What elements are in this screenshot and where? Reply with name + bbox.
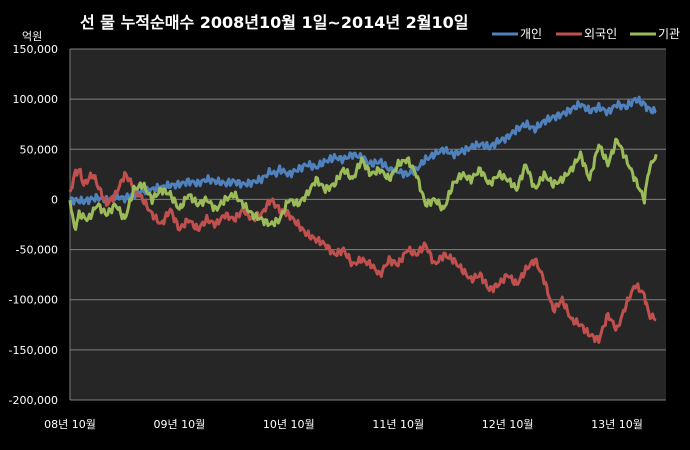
- series-lines: [68, 95, 658, 344]
- series-line-2: [68, 167, 657, 344]
- legend-label: 기관: [658, 27, 680, 41]
- y-tick-label: -100,000: [9, 294, 58, 307]
- y-tick-label: 150,000: [13, 43, 59, 56]
- legend-label: 개인: [520, 27, 542, 41]
- x-tick-label: 12년 10월: [482, 418, 534, 431]
- y-axis-unit: 억원: [22, 30, 42, 43]
- y-tick-label: -150,000: [9, 344, 58, 357]
- legend: 개인 외국인 기관: [492, 27, 680, 41]
- y-tick-label: 100,000: [13, 93, 59, 106]
- x-tick-label: 08년 10월: [44, 418, 96, 431]
- series-line-3: [68, 137, 658, 231]
- x-tick-label: 09년 10월: [154, 418, 206, 431]
- chart-title: 선 물 누적순매수 2008년10월 1일~2014년 2월10일: [80, 13, 468, 32]
- y-tick-label: 50,000: [20, 143, 59, 156]
- legend-label: 외국인: [584, 27, 617, 41]
- y-axis: 150,000 100,000 50,000 0 -50,000 -100,000 -150…: [9, 43, 71, 407]
- x-axis: 08년 10월 09년 10월 10년 10월 11년 10월 12년 10월 13년 1…: [44, 418, 643, 431]
- y-tick-label: -200,000: [9, 394, 58, 407]
- gridlines: [70, 48, 666, 401]
- x-tick-label: 13년 10월: [591, 418, 643, 431]
- x-tick-label: 10년 10월: [263, 418, 315, 431]
- y-tick-label: -50,000: [16, 244, 58, 257]
- x-tick-label: 11년 10월: [372, 418, 424, 431]
- y-tick-label: 0: [51, 193, 58, 206]
